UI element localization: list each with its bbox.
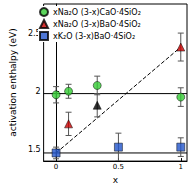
svg-text:activation enthalpy (eV): activation enthalpy (eV)	[8, 28, 18, 137]
svg-text:xK₂O (3-x)BaO·4SiO₂: xK₂O (3-x)BaO·4SiO₂	[53, 32, 135, 41]
svg-text:xNa₂O (3-x)BaO·4SiO₂: xNa₂O (3-x)BaO·4SiO₂	[53, 20, 141, 29]
svg-text:x: x	[113, 175, 119, 185]
svg-text:2.5: 2.5	[27, 28, 41, 38]
svg-text:0.5: 0.5	[113, 163, 124, 171]
svg-text:2: 2	[36, 87, 41, 96]
svg-text:xNa₂O (3-x)CaO·4SiO₂: xNa₂O (3-x)CaO·4SiO₂	[53, 8, 141, 17]
svg-text:1.5: 1.5	[28, 145, 41, 154]
svg-text:0: 0	[54, 163, 58, 171]
svg-text:1: 1	[179, 163, 183, 171]
